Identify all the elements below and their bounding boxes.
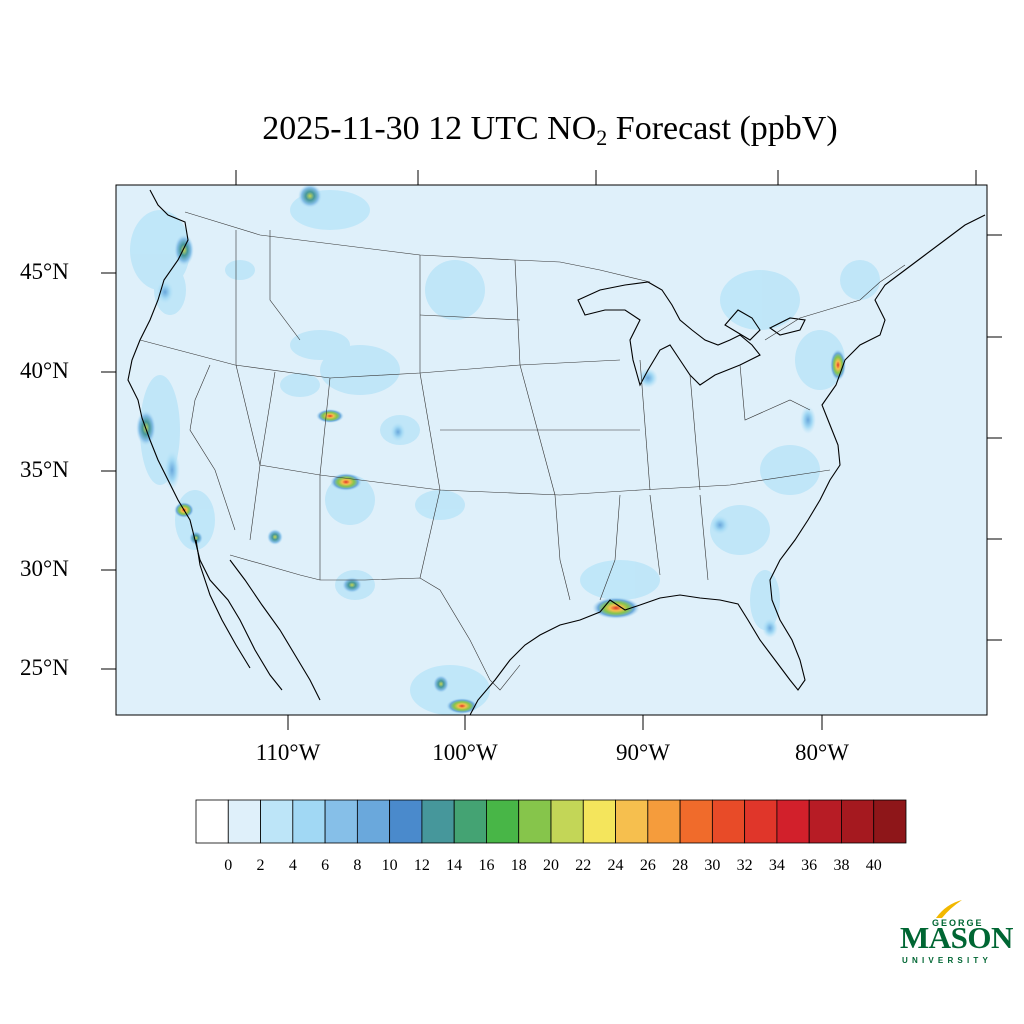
lon-label-90w: 90°W <box>616 740 670 765</box>
colorbar-tick-label: 6 <box>321 857 330 874</box>
colorbar-tick-label: 14 <box>446 857 463 874</box>
colorbar <box>195 799 907 844</box>
hotspot-calgary <box>298 185 322 208</box>
concentration-field <box>127 185 986 715</box>
right-ticks <box>987 234 1002 641</box>
colorbar-swatch <box>841 799 875 844</box>
colorbar-swatch <box>260 799 294 844</box>
colorbar-tick-label: 40 <box>865 857 882 874</box>
colorbar-tick-label: 28 <box>672 857 689 874</box>
lon-label-100w: 100°W <box>432 740 498 765</box>
colorbar-swatch <box>324 799 358 844</box>
colorbar-tick-label: 18 <box>510 857 527 874</box>
hotspot-chicago <box>638 368 658 388</box>
top-ticks <box>235 170 977 185</box>
hotspot-central-valley <box>164 450 180 490</box>
colorbar-tick-label: 30 <box>704 857 721 874</box>
hotspot-new-york <box>830 349 846 381</box>
lat-label-45n: 45°N <box>20 259 69 284</box>
colorbar-swatch <box>389 799 423 844</box>
hotspot-tampa <box>762 618 778 638</box>
colorbar-swatch <box>744 799 778 844</box>
colorbar-tick-label: 36 <box>801 857 818 874</box>
colorbar-tick-label: 0 <box>224 857 233 874</box>
colorbar-swatch <box>873 799 907 844</box>
hotspot-salt-lake <box>316 409 344 423</box>
colorbar-tick-label: 20 <box>543 857 559 874</box>
colorbar-tick-label: 12 <box>413 857 430 874</box>
hotspot-mexico-south <box>446 698 478 714</box>
colorbar-tick-label: 38 <box>833 857 850 874</box>
hotspot-atlanta <box>710 515 730 535</box>
colorbar-tick-label: 2 <box>256 857 265 874</box>
colorbar-swatch <box>550 799 584 844</box>
colorbar-tick-label: 8 <box>353 857 362 874</box>
colorbar-swatch <box>582 799 616 844</box>
left-ticks <box>101 272 116 670</box>
colorbar-swatch <box>776 799 810 844</box>
hotspot-el-paso <box>342 577 362 593</box>
hotspot-phoenix <box>267 529 283 545</box>
colorbar-swatch <box>808 799 842 844</box>
coastlines <box>127 189 986 715</box>
colorbar-tick-label: 34 <box>768 857 785 874</box>
colorbar-tick-label: 16 <box>478 857 495 874</box>
colorbar-swatch <box>615 799 649 844</box>
colorbar-tick-label: 26 <box>639 857 656 874</box>
lat-label-40n: 40°N <box>20 358 69 383</box>
colorbar-swatch <box>292 799 326 844</box>
lon-label-110w: 110°W <box>255 740 321 765</box>
hotspot-portland <box>156 280 174 304</box>
lat-label-35n: 35°N <box>20 457 69 482</box>
hotspot-new-orleans <box>592 597 640 619</box>
hotspot-albuquerque <box>330 473 362 491</box>
map-frame <box>115 184 988 716</box>
political-borders <box>139 211 906 691</box>
hotspot-denver <box>390 422 406 442</box>
hotspot-monterrey <box>433 675 449 693</box>
colorbar-swatch <box>453 799 487 844</box>
map-title: 2025-11-30 12 UTC NO2 Forecast (ppbV) <box>262 110 838 150</box>
logo-swoosh-icon <box>936 900 962 918</box>
hotspot-san-diego <box>189 531 203 545</box>
colorbar-swatch <box>711 799 746 844</box>
lat-label-30n: 30°N <box>20 556 69 581</box>
colorbar-tick-label: 10 <box>381 857 398 874</box>
colorbar-swatch <box>195 799 229 844</box>
lat-label-25n: 25°N <box>20 655 69 680</box>
colorbar-tick-label: 32 <box>736 857 753 874</box>
gmu-logo: GEORGE MASON UNIVERSITY <box>896 898 1013 968</box>
colorbar-swatch <box>356 799 391 844</box>
colorbar-swatch <box>486 799 520 844</box>
colorbar-swatch <box>518 799 552 844</box>
bottom-ticks <box>287 715 823 730</box>
hotspot-washington <box>800 406 816 434</box>
colorbar-swatch <box>227 799 261 844</box>
colorbar-tick-label: 24 <box>607 857 624 874</box>
colorbar-swatch <box>679 799 713 844</box>
colorbar-tick-label: 4 <box>288 857 297 874</box>
colorbar-swatch <box>421 799 455 844</box>
lon-label-80w: 80°W <box>795 740 849 765</box>
colorbar-swatch <box>647 799 681 844</box>
colorbar-tick-label: 22 <box>575 857 592 874</box>
